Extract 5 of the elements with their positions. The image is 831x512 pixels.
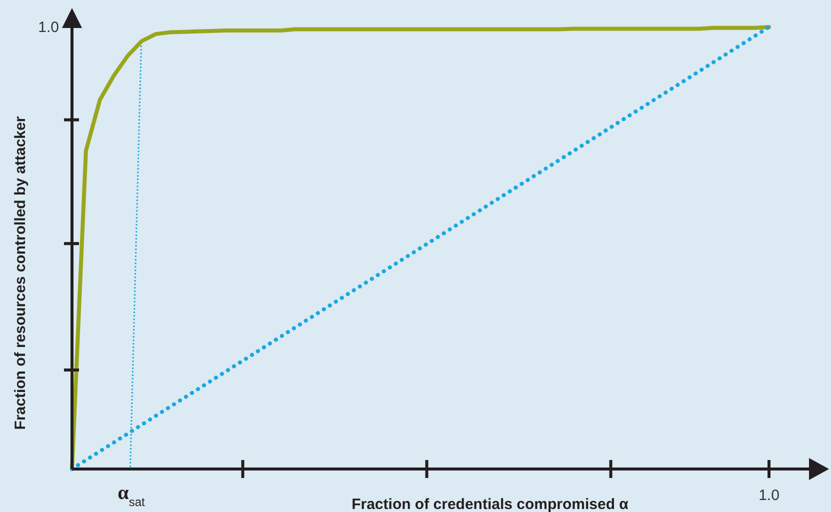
y-axis-title: Fraction of resources controlled by attacker [12, 116, 29, 430]
text: 1.0 [38, 19, 59, 36]
x-axis-title: Fraction of credentials compromised α [352, 496, 630, 512]
text: 1.0 [758, 487, 780, 504]
text: α$_{sat}$ [118, 482, 146, 509]
